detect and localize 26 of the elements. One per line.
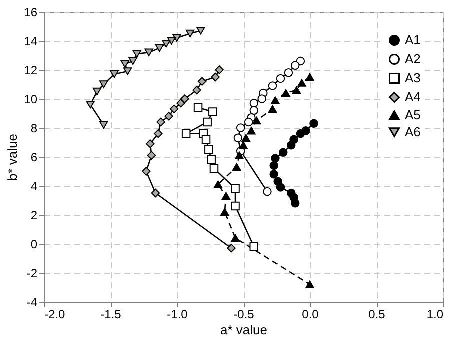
x-tick-label: -0.5: [234, 308, 255, 322]
y-tick-label: 10: [24, 92, 38, 106]
legend-label: A2: [405, 52, 421, 66]
y-tick-label: -2: [26, 266, 38, 280]
y-tick-label: 16: [24, 6, 38, 20]
legend-label: A1: [405, 32, 421, 48]
y-tick-label: 14: [24, 34, 38, 48]
y-tick-label: -4: [26, 296, 38, 310]
y-tick-label: 0: [30, 238, 38, 252]
y-tick-label: 2: [30, 208, 38, 222]
y-tick-label: 6: [30, 150, 38, 164]
legend-label: A3: [405, 70, 421, 86]
x-tick-label: 1.0: [426, 308, 444, 322]
x-tick-label: 0.5: [368, 308, 386, 322]
y-tick-label: 4: [30, 180, 38, 194]
x-tick-label: -1.0: [167, 308, 188, 322]
x-tick-label: -1.5: [100, 308, 122, 322]
x-tick-label: 0.0: [302, 308, 320, 322]
y-tick-label: 8: [30, 122, 38, 136]
y-axis-title: b* value: [5, 134, 20, 181]
x-tick-label: -2.0: [44, 308, 66, 322]
legend-label: A4: [405, 90, 421, 104]
legend-label: A6: [405, 124, 421, 140]
x-axis-title: a* value: [220, 322, 268, 338]
legend-label: A5: [405, 108, 421, 122]
y-tick-label: 12: [24, 64, 38, 78]
